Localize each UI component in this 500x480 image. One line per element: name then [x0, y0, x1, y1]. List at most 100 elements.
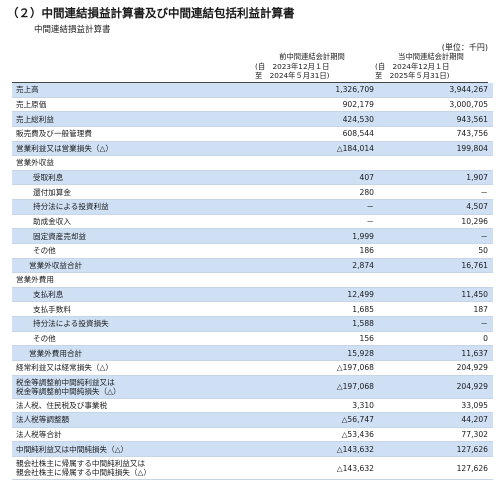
- prior-period-value: 1,685: [259, 301, 380, 317]
- row-label: 売上原価: [12, 97, 259, 113]
- prior-period-value: △143,632: [259, 456, 380, 480]
- row-label-line2: 税金等調整前中間純損失（△）: [16, 386, 121, 396]
- table-row: 営業外収益合計 2,874 16,761: [12, 258, 493, 274]
- table-row: 助成金収入－ 10,296: [12, 214, 493, 230]
- current-period-value: 16,761: [380, 258, 493, 274]
- prior-period-value: 12,499: [259, 287, 380, 303]
- row-label: 固定資産売却益: [12, 228, 259, 244]
- current-period-value: 10,296: [380, 214, 493, 230]
- table-row: 中間純利益又は中間純損失（△） △143,632 127,626: [12, 441, 493, 457]
- table-row: 法人税等調整額 △56,747 44,207: [12, 412, 493, 428]
- row-label: その他: [12, 331, 259, 347]
- prior-period-value: 1,588: [259, 316, 380, 332]
- row-label: 経常利益又は経常損失（△）: [12, 360, 259, 376]
- row-label-line2: 親会社株主に帰属する中間純損失（△）: [16, 468, 151, 477]
- current-period-value: 44,207: [380, 412, 493, 428]
- table-row: 受取利息 407 1,907: [12, 170, 493, 186]
- table-row: 営業外費用合計 15,928 11,637: [12, 345, 493, 361]
- current-period-value: －: [380, 316, 493, 332]
- row-label: 持分法による投資利益: [12, 199, 259, 215]
- current-period-value: 187: [380, 301, 493, 317]
- current-period-value: 11,637: [380, 345, 493, 361]
- current-period-value: 11,450: [380, 287, 493, 303]
- current-period-value: 943,561: [380, 111, 493, 127]
- prior-period-value: [259, 155, 380, 171]
- row-label: 売上総利益: [12, 111, 259, 127]
- current-period-value: 204,929: [380, 360, 493, 376]
- current-period-value: [380, 272, 493, 288]
- table-row: その他 156 0: [12, 331, 493, 347]
- prior-period-value: △143,632: [259, 441, 380, 457]
- table-row: 支払手数料 1,685 187: [12, 301, 493, 317]
- prior-period-value: 15,928: [259, 345, 380, 361]
- column-header-prior-period-to: 至 2024年５月31日): [255, 71, 330, 80]
- prior-period-value: －: [259, 199, 380, 215]
- table-row: 親会社株主に帰属する中間純利益又は 親会社株主に帰属する中間純損失（△） △143,…: [12, 456, 493, 480]
- table-row: 営業外収益: [12, 155, 493, 171]
- column-header-current-period-from: (自 2024年12月１日: [375, 61, 450, 71]
- table-row: 持分法による投資利益－ 4,507: [12, 199, 493, 215]
- current-period-value: 50: [380, 243, 493, 259]
- row-label: 営業外費用合計: [12, 345, 259, 361]
- table-row: 営業外費用: [12, 272, 493, 288]
- current-period-value: －: [380, 184, 493, 200]
- prior-period-value: 156: [259, 331, 380, 347]
- current-period-value: 33,095: [380, 398, 493, 414]
- table-row: 経常利益又は経常損失（△） △197,068 204,929: [12, 360, 493, 376]
- prior-period-value: 424,530: [259, 111, 380, 127]
- current-period-value: 127,626: [380, 441, 493, 457]
- current-period-value: 0: [380, 331, 493, 347]
- current-period-value: 127,626: [380, 456, 493, 480]
- prior-period-value: 1,999: [259, 228, 380, 244]
- current-period-value: 3,000,705: [380, 97, 493, 113]
- table-row: 売上総利益 424,530 943,561: [12, 111, 493, 127]
- row-label: 営業利益又は営業損失（△）: [12, 141, 259, 157]
- column-header-current-period-title: 当中間連結会計期間: [398, 52, 464, 61]
- prior-period-value: 608,544: [259, 126, 380, 142]
- table-row: 法人税、住民税及び事業税 3,310 33,095: [12, 398, 493, 414]
- prior-period-value: △56,747: [259, 412, 380, 428]
- column-header-prior-period-from: (自 2023年12月１日: [255, 61, 330, 71]
- row-label: 支払利息: [12, 287, 259, 303]
- current-period-value: 199,804: [380, 141, 493, 157]
- prior-period-value: 902,179: [259, 97, 380, 113]
- table-row: 営業利益又は営業損失（△） △184,014 199,804: [12, 141, 493, 157]
- row-label: 法人税等合計: [12, 427, 259, 443]
- row-label: 営業外費用: [12, 272, 259, 288]
- table-row: 固定資産売却益 1,999 －: [12, 228, 493, 244]
- row-label: 中間純利益又は中間純損失（△）: [12, 441, 259, 457]
- section-title: （２）中間連結損益計算書及び中間連結包括利益計算書: [7, 6, 295, 20]
- row-label: 売上高: [12, 83, 259, 98]
- table-row: 売上原価 902,179 3,000,705: [12, 97, 493, 113]
- prior-period-value: 186: [259, 243, 380, 259]
- row-label: その他: [12, 243, 259, 259]
- unit-label: (単位：千円): [441, 43, 488, 52]
- prior-period-value: 407: [259, 170, 380, 186]
- row-label: 持分法による投資損失: [12, 316, 259, 332]
- prior-period-value: 280: [259, 184, 380, 200]
- current-period-value: －: [380, 228, 493, 244]
- prior-period-value: △197,068: [259, 375, 380, 399]
- current-period-value: 204,929: [380, 375, 493, 399]
- current-period-value: 77,302: [380, 427, 493, 443]
- prior-period-value: －: [259, 214, 380, 230]
- row-label: 法人税、住民税及び事業税: [12, 398, 259, 414]
- current-period-value: 4,507: [380, 199, 493, 215]
- table-row: 法人税等合計 △53,436 77,302: [12, 427, 493, 443]
- table-row: 支払利息 12,499 11,450: [12, 287, 493, 303]
- row-label-line1: 親会社株主に帰属する中間純利益又は: [16, 459, 146, 468]
- column-header-prior-period: 前中間連結会計期間 (自 2023年12月１日 至 2024年５月31日): [255, 52, 369, 81]
- column-header-prior-period-title: 前中間連結会計期間: [279, 52, 345, 61]
- table-row: 販売費及び一般管理費 608,544 743,756: [12, 126, 493, 142]
- row-label: 受取利息: [12, 170, 259, 186]
- row-label: 助成金収入: [12, 214, 259, 230]
- prior-period-value: 3,310: [259, 398, 380, 414]
- current-period-value: 3,944,267: [380, 83, 493, 98]
- column-header-current-period-to: 至 2025年５月31日): [375, 71, 450, 80]
- row-label: 還付加算金: [12, 184, 259, 200]
- prior-period-value: [259, 272, 380, 288]
- table-row: 売上高 1,326,709 3,944,267: [12, 83, 493, 98]
- row-label-line1: 税金等調整前中間純利益又は: [16, 377, 115, 387]
- prior-period-value: △197,068: [259, 360, 380, 376]
- row-label-multiline: 親会社株主に帰属する中間純利益又は 親会社株主に帰属する中間純損失（△）: [12, 456, 259, 480]
